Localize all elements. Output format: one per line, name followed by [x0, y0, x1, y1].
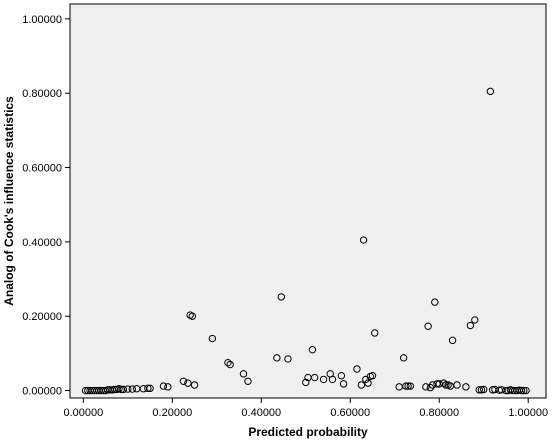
x-tick-label: 0.20000 [152, 407, 192, 419]
data-point [308, 345, 317, 354]
data-points [81, 87, 530, 395]
data-point [310, 373, 319, 382]
data-point [284, 355, 292, 363]
data-point [239, 370, 248, 378]
y-tick-label: 0.80000 [22, 88, 62, 100]
data-point [480, 385, 488, 394]
data-point [368, 371, 377, 380]
y-tick-label: 0.20000 [22, 311, 62, 323]
data-point [224, 358, 232, 367]
data-point [448, 336, 457, 345]
x-tick-label: 0.60000 [330, 407, 370, 419]
data-point [119, 385, 128, 394]
data-point [462, 383, 470, 391]
data-point [273, 354, 281, 362]
data-point [159, 382, 168, 390]
data-point [357, 381, 366, 389]
data-point [522, 386, 530, 395]
data-point [208, 334, 217, 343]
data-point [302, 378, 310, 387]
data-point [471, 316, 479, 324]
x-tick-label: 0.40000 [241, 407, 281, 419]
data-point [144, 384, 152, 393]
data-point [188, 312, 197, 320]
x-tick-label: 1.00000 [508, 407, 548, 419]
data-point [359, 236, 368, 244]
data-point [146, 384, 154, 393]
y-tick-label: 1.00000 [22, 14, 62, 26]
x-tick-label: 0.00000 [63, 407, 103, 419]
data-point [277, 293, 286, 301]
data-point [328, 375, 337, 384]
plot-area [69, 3, 547, 399]
data-point [466, 321, 475, 330]
data-point [184, 379, 192, 387]
data-point [517, 386, 526, 395]
x-tick-label: 0.80000 [419, 407, 459, 419]
data-point [399, 354, 408, 362]
data-point [337, 371, 346, 380]
data-point [402, 382, 410, 390]
data-point [190, 381, 199, 389]
x-axis: 0.00000 0.20000 0.40000 0.60000 0.80000 1.000… [63, 398, 548, 419]
y-tick-label: 0.60000 [22, 163, 62, 175]
data-point [128, 385, 136, 393]
data-point [475, 386, 483, 394]
data-point [422, 383, 430, 391]
data-point [164, 383, 172, 391]
data-point [453, 381, 461, 389]
y-tick-label: 0.40000 [22, 237, 62, 249]
data-point [406, 382, 415, 390]
data-point [442, 381, 450, 389]
y-tick-label: 0.00000 [22, 386, 62, 398]
data-point [179, 377, 188, 385]
data-point [371, 329, 379, 337]
y-axis: 0.00000 0.20000 0.40000 0.60000 0.80000 1.000… [22, 14, 70, 398]
data-point [486, 87, 495, 96]
data-point [124, 385, 132, 393]
x-axis-title: Predicted probability [248, 425, 368, 439]
data-point [226, 360, 234, 369]
data-point [424, 322, 432, 330]
data-point [319, 375, 328, 384]
data-point [244, 377, 252, 385]
data-point [520, 386, 528, 395]
data-point [431, 298, 439, 306]
data-point [339, 380, 348, 388]
data-point [364, 379, 372, 387]
data-point [404, 382, 412, 390]
data-point [353, 365, 361, 373]
y-axis-title: Analog of Cook's influence statistics [2, 96, 16, 306]
data-point [439, 379, 448, 387]
